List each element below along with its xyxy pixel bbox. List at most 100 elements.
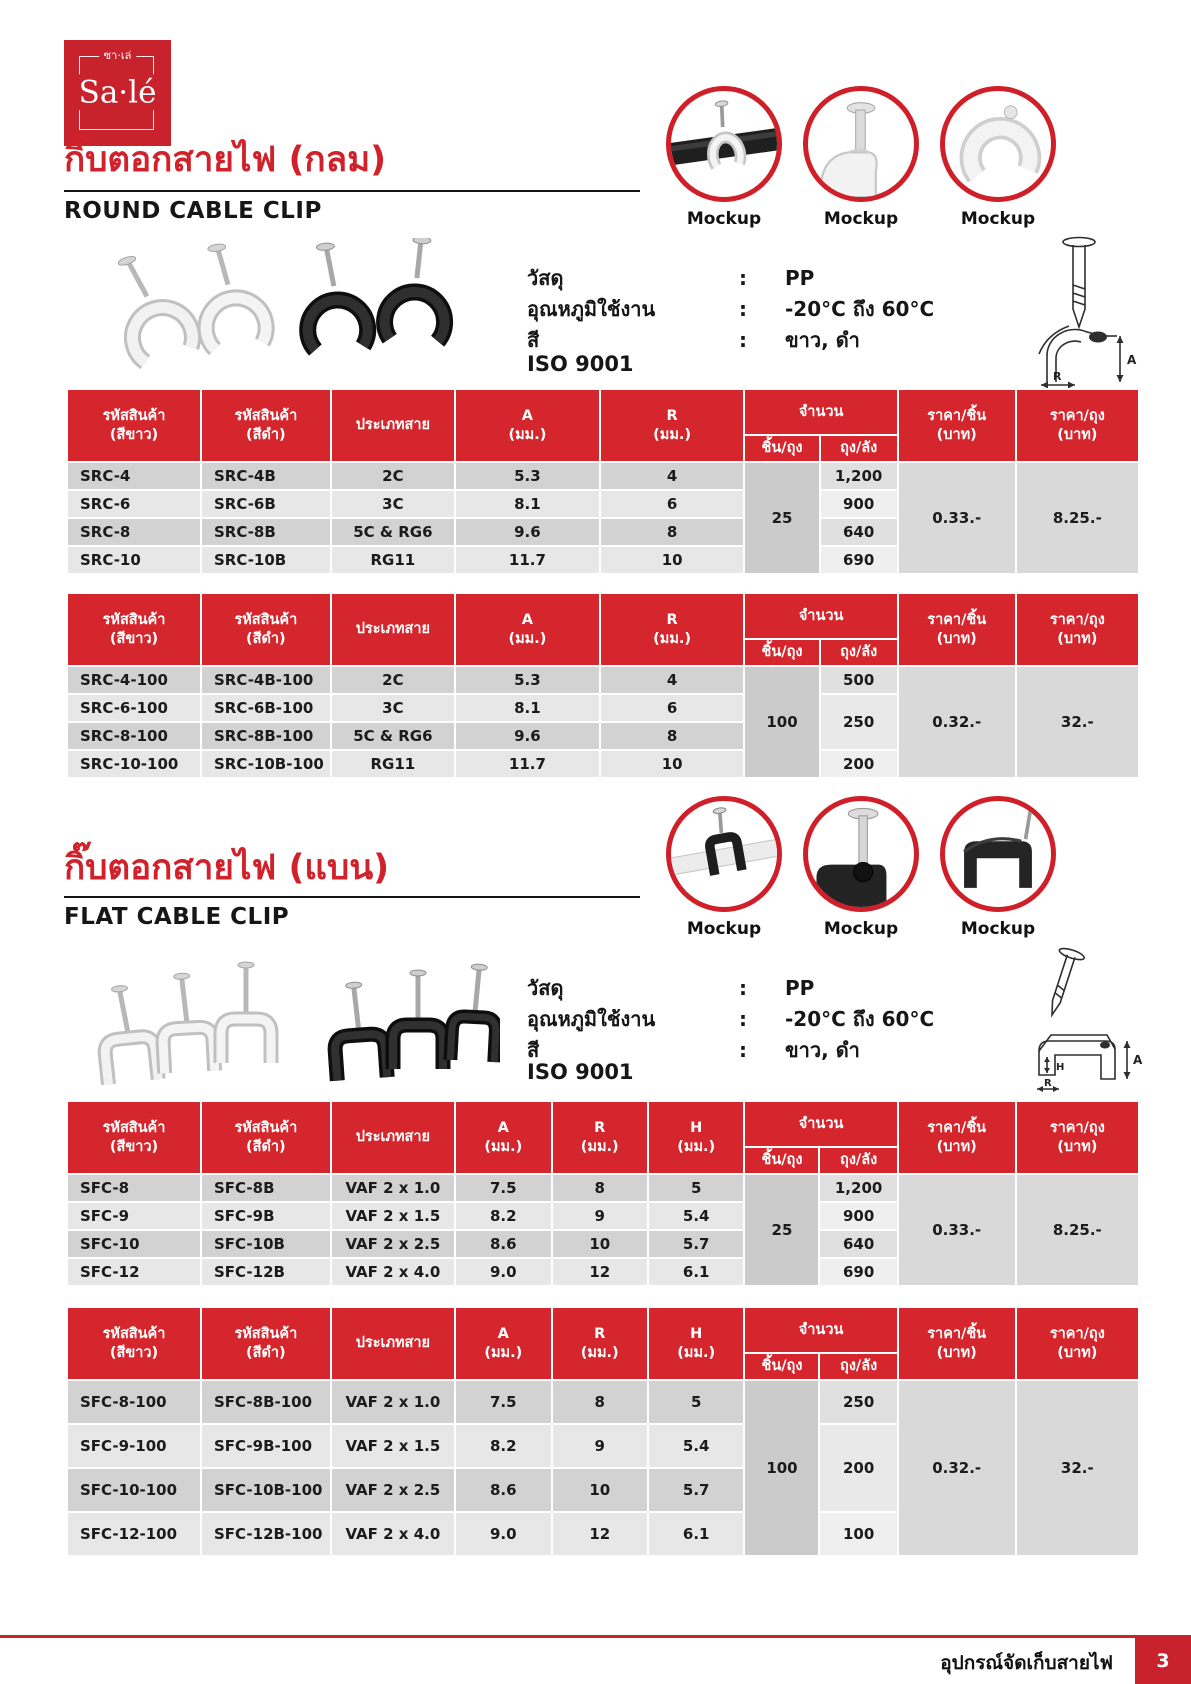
table-cell: 9 — [550, 1423, 649, 1469]
table-cell: SRC-10 — [66, 545, 202, 575]
spec-colon: : — [739, 1006, 747, 1031]
table-cell: 5 — [646, 1379, 746, 1425]
table-cell: VAF 2 x 4.0 — [329, 1511, 457, 1557]
table-cell: SFC-12-100 — [66, 1511, 202, 1557]
column-header: ราคา/ชิ้น (บาท) — [896, 388, 1017, 463]
flat-specs: วัสดุ : PP อุณหภูมิใช้งาน : -20°C ถึง 60… — [527, 972, 947, 1065]
mockup-photo-round-clip-nail — [803, 86, 919, 202]
table-cell: 900 — [818, 1201, 899, 1231]
table-cell: SFC-8B-100 — [200, 1379, 332, 1425]
table-cell: 100 — [818, 1511, 899, 1557]
mockup-round-1: Mockup — [662, 86, 786, 229]
spec-label: อุณหภูมิใช้งาน — [527, 296, 656, 321]
svg-text:A: A — [1133, 1053, 1143, 1067]
table-row: SFC-10 SFC-10B VAF 2 x 2.5 8.6 10 5.7 640 — [66, 1229, 1139, 1259]
column-header: ชิ้น/ถุง — [743, 1146, 821, 1175]
table-cell: 640 — [818, 1229, 899, 1259]
table-cell: SFC-12 — [66, 1257, 202, 1287]
spec-value: -20°C ถึง 60°C — [785, 1006, 935, 1031]
iso-certification: ISO 9001 — [527, 352, 634, 376]
table-cell: 10 — [550, 1467, 649, 1513]
table-cell: SRC-4B-100 — [200, 665, 332, 695]
table-cell: VAF 2 x 1.5 — [329, 1201, 457, 1231]
column-header: ราคา/ถุง (บาท) — [1014, 1100, 1141, 1175]
column-header: รหัสสินค้า (สีดำ) — [200, 592, 332, 667]
column-header: A (มม.) — [454, 1306, 553, 1381]
table-row: SRC-10-100 SRC-10B-100 RG11 11.7 10 200 — [66, 749, 1139, 779]
table-cell: 8 — [550, 1173, 649, 1203]
table-cell: 8.25.- — [1014, 461, 1141, 575]
svg-text:A: A — [1127, 353, 1137, 367]
table-cell: SFC-12B — [200, 1257, 332, 1287]
spec-label: สี — [527, 1037, 540, 1062]
table-cell: SRC-8-100 — [66, 721, 202, 751]
mockup-photo-round-clip-on-cable — [666, 86, 782, 202]
spec-colon: : — [739, 296, 747, 321]
column-header: รหัสสินค้า (สีดำ) — [200, 1100, 332, 1175]
svg-text:R: R — [1053, 370, 1062, 383]
spec-colon: : — [739, 327, 747, 352]
table-cell: SFC-10-100 — [66, 1467, 202, 1513]
table-row: SFC-12 SFC-12B VAF 2 x 4.0 9.0 12 6.1 690 — [66, 1257, 1139, 1287]
table-cell: 4 — [598, 665, 746, 695]
table-cell: 11.7 — [454, 545, 601, 575]
flat-clips-product-photo — [60, 945, 503, 1104]
table-cell: 100 — [743, 1379, 821, 1557]
table-row: SRC-8 SRC-8B 5C & RG6 9.6 8 640 — [66, 517, 1139, 547]
table-cell: 250 — [818, 693, 899, 751]
mockup-label: Mockup — [686, 919, 762, 939]
table-row: SFC-8 SFC-8B VAF 2 x 1.0 7.5 8 5 25 1,200 0.33.-… — [66, 1173, 1141, 1287]
table-cell: 6.1 — [646, 1257, 746, 1287]
mockup-photo-flat-clip — [940, 796, 1056, 912]
column-header: ชิ้น/ถุง — [743, 434, 821, 463]
round-clip-dimension-diagram: A R — [1025, 234, 1145, 392]
table-cell: 6 — [598, 693, 746, 723]
spec-value: -20°C ถึง 60°C — [785, 296, 935, 321]
column-header: R (มม.) — [550, 1306, 649, 1381]
column-header: รหัสสินค้า (สีดำ) — [200, 1306, 332, 1381]
table-cell: SRC-4 — [66, 461, 202, 491]
spec-value: PP — [785, 975, 815, 1000]
table-cell: 7.5 — [454, 1379, 553, 1425]
iso-certification: ISO 9001 — [527, 1060, 634, 1084]
table-cell: 32.- — [1014, 1379, 1141, 1557]
column-header: ราคา/ชิ้น (บาท) — [896, 1306, 1017, 1381]
table-cell: VAF 2 x 4.0 — [329, 1257, 457, 1287]
column-header: ชิ้น/ถุง — [743, 638, 821, 667]
mockup-label: Mockup — [823, 209, 899, 229]
round-diagram-illustration: A R — [1038, 236, 1137, 389]
column-header: ถุง/ลัง — [818, 1146, 899, 1175]
spec-label: วัสดุ — [527, 975, 564, 1000]
table-cell: 9.6 — [454, 721, 601, 751]
product-spec-table: รหัสสินค้า (สีขาว) รหัสสินค้า (สีดำ) ประเภ… — [66, 1100, 1141, 1287]
mockup-flat-3: Mockup — [936, 796, 1060, 939]
spec-label: วัสดุ — [527, 265, 564, 290]
table-row: SRC-4 SRC-4B 2C 5.3 4 25 1,200 0.33.- 8.25.- — [66, 461, 1141, 575]
table-cell: 5C & RG6 — [329, 721, 457, 751]
table-cell: 9.0 — [454, 1257, 553, 1287]
table-cell: SRC-4-100 — [66, 665, 202, 695]
column-header: ราคา/ถุง (บาท) — [1014, 1306, 1141, 1381]
table-row: SFC-9-100 SFC-9B-100 VAF 2 x 1.5 8.2 9 5.4 200 — [66, 1423, 1139, 1513]
table-cell: 640 — [818, 517, 899, 547]
table-cell: 0.33.- — [896, 461, 1017, 575]
table-row: SRC-10 SRC-10B RG11 11.7 10 690 — [66, 545, 1139, 575]
product-spec-table: รหัสสินค้า (สีขาว) รหัสสินค้า (สีดำ) ประเภ… — [66, 592, 1141, 779]
mockup-photo-flat-clip-nail — [803, 796, 919, 912]
table-cell: SRC-4B — [200, 461, 332, 491]
table-cell: SRC-8 — [66, 517, 202, 547]
column-header: H (มม.) — [646, 1100, 746, 1175]
flat-clip-nail-illustration — [816, 807, 887, 907]
round-specs: วัสดุ : PP อุณหภูมิใช้งาน : -20°C ถึง 60… — [527, 262, 947, 355]
table-cell: SRC-8B-100 — [200, 721, 332, 751]
column-header: R (มม.) — [598, 592, 746, 667]
logo-latin-text: Sa·lé — [72, 74, 163, 111]
round-clips-illustration — [117, 236, 454, 370]
column-header: จำนวน — [743, 388, 899, 436]
mockup-flat-1: Mockup — [662, 796, 786, 939]
mockup-round-2: Mockup — [799, 86, 923, 229]
round-table-bag25: รหัสสินค้า (สีขาว) รหัสสินค้า (สีดำ) ประเภ… — [66, 388, 1141, 575]
table-cell: SFC-9B — [200, 1201, 332, 1231]
table-cell: 5C & RG6 — [329, 517, 457, 547]
